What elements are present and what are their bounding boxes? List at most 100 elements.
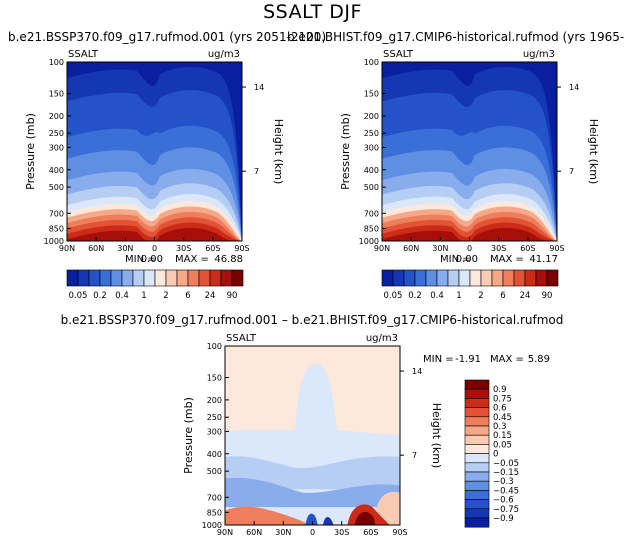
colorbar-label: −0.6 [493, 496, 514, 506]
colorbar-box [513, 269, 526, 287]
x-tick-label: 60N [88, 244, 104, 253]
max-value: 41.17 [529, 254, 558, 265]
y-tick-label: 200 [49, 112, 64, 121]
variable-label: SSALT [68, 49, 99, 60]
colorbar-box [464, 490, 490, 500]
colorbar-box [464, 508, 490, 519]
x-tick-label: 60S [363, 528, 378, 537]
colorbar-box [464, 453, 490, 464]
colorbar-box [143, 269, 156, 287]
y-tick-label: 400 [207, 450, 222, 459]
colorbar-box [165, 269, 178, 287]
plot-area [382, 62, 557, 241]
variable-label: SSALT [226, 333, 257, 344]
units-label: ug/m3 [208, 49, 240, 60]
colorbar-label: 0.2 [408, 291, 422, 301]
y-tick-label: 500 [207, 467, 222, 476]
colorbar-box [464, 471, 490, 482]
y-tick-label: 250 [207, 413, 222, 422]
colorbar-label: −0.9 [493, 514, 514, 524]
colorbar-label: −0.75 [493, 505, 519, 515]
height-axis-label: Height (km) [272, 119, 285, 185]
colorbar-label: 2 [163, 291, 168, 301]
colorbar-box [110, 269, 123, 287]
height-tick-label: 7 [412, 451, 417, 460]
colorbar-box [66, 269, 79, 287]
max-value: 5.89 [528, 354, 550, 365]
colorbar-box [154, 269, 167, 287]
colorbar-box [209, 269, 222, 287]
plot-area [67, 62, 242, 241]
chart-panel-1: b.e21.BSSP370.f09_g17.rufmod.001 (yrs 20… [8, 30, 326, 301]
colorbar-label: 0.6 [493, 404, 507, 414]
colorbar-label: 90 [542, 291, 553, 301]
colorbar-box [187, 269, 200, 287]
colorbar-label: 2 [478, 291, 483, 301]
y-tick-label: 150 [364, 90, 379, 99]
colorbar-box [464, 434, 490, 445]
units-label: ug/m3 [366, 333, 398, 344]
colorbar-box [231, 269, 244, 287]
y-axis-label: Pressure (mb) [24, 113, 37, 190]
colorbar-label: 24 [205, 291, 216, 301]
x-tick-label: 90S [392, 528, 407, 537]
x-tick-label: 60N [246, 528, 262, 537]
y-axis-label: Pressure (mb) [339, 113, 352, 190]
y-tick-label: 100 [49, 58, 64, 67]
colorbar-box [464, 388, 490, 399]
variable-label: SSALT [383, 49, 414, 60]
height-tick-label: 14 [569, 83, 579, 92]
colorbar-box [464, 407, 490, 418]
y-tick-label: 300 [364, 143, 379, 152]
min-value: 0.00 [456, 254, 478, 265]
colorbar-label: 6 [185, 291, 190, 301]
max-label: MAX = [490, 254, 524, 265]
y-tick-label: 400 [49, 166, 64, 175]
colorbar-box [447, 269, 460, 287]
colorbar-label: −0.15 [493, 468, 519, 478]
max-label: MAX = [490, 354, 524, 365]
contour-band [225, 456, 400, 490]
x-tick-label: 90N [217, 528, 233, 537]
chart-panel-2: b.e21.BHIST.f09_g17.CMIP6-historical.ruf… [287, 30, 625, 301]
height-tick-label: 14 [254, 83, 264, 92]
contour-band [354, 511, 376, 525]
x-tick-label: 0 [310, 528, 315, 537]
chart-title: b.e21.BSSP370.f09_g17.rufmod.001 – b.e21… [61, 313, 564, 327]
colorbar-label: 0 [493, 450, 498, 460]
contour-band [225, 477, 400, 508]
x-tick-label: 90S [549, 244, 564, 253]
colorbar-label: 0.3 [493, 422, 507, 432]
y-tick-label: 700 [207, 493, 222, 502]
colorbar-label: 1 [456, 291, 461, 301]
y-tick-label: 850 [364, 224, 379, 233]
colorbar-box [436, 269, 449, 287]
colorbar-box [88, 269, 101, 287]
x-tick-label: 60S [520, 244, 535, 253]
colorbar-label: 0.4 [430, 291, 444, 301]
y-tick-label: 500 [49, 183, 64, 192]
contour-band [323, 516, 334, 525]
min-value: -1.91 [455, 354, 481, 365]
contour-band [67, 228, 242, 241]
x-tick-label: 90N [374, 244, 390, 253]
colorbar-box [458, 269, 471, 287]
colorbar-label: 0.05 [384, 291, 403, 301]
colorbar-box [464, 462, 490, 473]
chart-panel-3: b.e21.BSSP370.f09_g17.rufmod.001 – b.e21… [61, 313, 564, 537]
colorbar-label: 90 [227, 291, 238, 301]
y-tick-label: 1000 [44, 237, 64, 246]
colorbar-box [121, 269, 134, 287]
colorbar-box [502, 269, 515, 287]
colorbar-label: 0.4 [115, 291, 129, 301]
x-tick-label: 30N [432, 244, 448, 253]
colorbar-box [403, 269, 416, 287]
min-label: MIN = [423, 354, 454, 365]
min-label: MIN = [125, 254, 156, 265]
x-tick-label: 90S [234, 244, 249, 253]
height-tick-label: 7 [569, 167, 574, 176]
contour-band [382, 228, 557, 241]
colorbar-box [220, 269, 233, 287]
x-tick-label: 30S [334, 528, 349, 537]
colorbar-label: −0.3 [493, 477, 514, 487]
